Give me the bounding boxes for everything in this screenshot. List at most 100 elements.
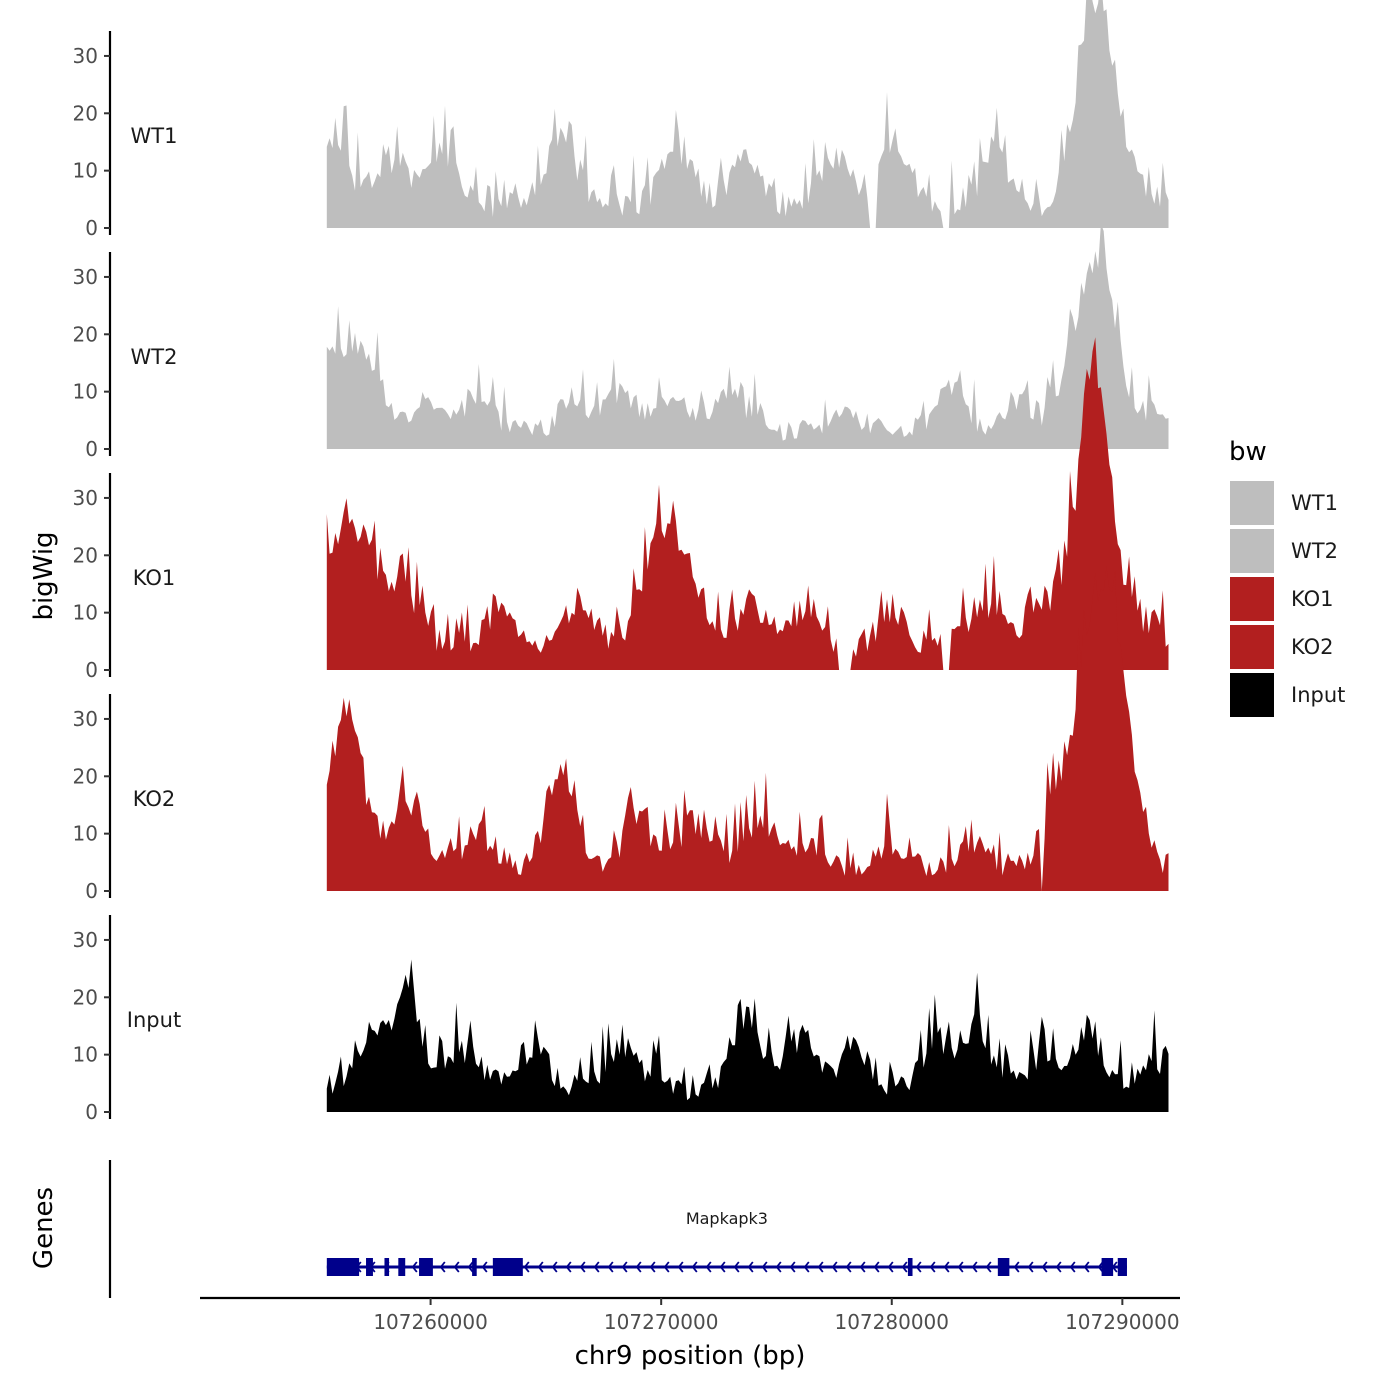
x-tick-label: 107280000	[834, 1310, 949, 1334]
gene-exon	[907, 1258, 913, 1276]
strand-arrow	[817, 1261, 824, 1273]
strand-arrow	[439, 1261, 446, 1273]
legend-label: WT1	[1291, 491, 1338, 515]
strand-arrow	[677, 1261, 684, 1273]
y-tick-label: 0	[85, 658, 98, 682]
strand-arrow	[803, 1261, 810, 1273]
strand-arrow	[607, 1261, 614, 1273]
strand-arrow	[1013, 1261, 1020, 1273]
track-label: Input	[127, 1008, 181, 1032]
strand-arrow	[845, 1261, 852, 1273]
strand-arrow	[915, 1261, 922, 1273]
signal-area-wt2	[326, 223, 1169, 449]
genes-panel: Mapkapk3	[108, 1160, 1127, 1298]
gene-exon	[1101, 1258, 1114, 1276]
x-tick-label: 107270000	[604, 1310, 719, 1334]
x-tick-label: 107290000	[1065, 1310, 1180, 1334]
strand-arrow	[691, 1261, 698, 1273]
gene-exon	[326, 1258, 360, 1276]
strand-arrow	[523, 1261, 530, 1273]
legend-label: WT2	[1291, 539, 1338, 563]
y-tick-label: 10	[73, 822, 98, 846]
strand-arrow	[705, 1261, 712, 1273]
strand-arrow	[565, 1261, 572, 1273]
y-tick-label: 20	[73, 322, 98, 346]
strand-arrow	[747, 1261, 754, 1273]
strand-arrow	[887, 1261, 894, 1273]
y-tick-label: 0	[85, 879, 98, 903]
track-input: 0 10 20 30 Input	[73, 915, 1169, 1124]
legend-key-input	[1230, 673, 1274, 717]
signal-area-ko2	[326, 566, 1169, 891]
gene-exon	[472, 1258, 477, 1276]
y-axis-title: bigWig	[29, 531, 59, 620]
strand-arrow	[957, 1261, 964, 1273]
gene-exon	[398, 1258, 406, 1276]
strand-arrow	[733, 1261, 740, 1273]
strand-arrow	[1083, 1261, 1090, 1273]
gene-exon	[492, 1258, 523, 1276]
y-tick-label: 20	[73, 764, 98, 788]
y-tick-label: 30	[73, 265, 98, 289]
strand-arrow	[467, 1261, 474, 1273]
strand-arrow	[621, 1261, 628, 1273]
strand-arrow	[901, 1261, 908, 1273]
strand-arrow	[593, 1261, 600, 1273]
y-tick-label: 30	[73, 486, 98, 510]
strand-arrow	[411, 1261, 418, 1273]
strand-arrow	[453, 1261, 460, 1273]
strand-arrow	[1027, 1261, 1034, 1273]
x-axis: 107260000 107270000 107280000 107290000	[200, 1296, 1180, 1334]
y-tick-label: 10	[73, 380, 98, 404]
gene-exon	[366, 1258, 373, 1276]
strand-arrow	[579, 1261, 586, 1273]
legend-label: KO1	[1291, 587, 1334, 611]
legend-key-wt2	[1230, 529, 1274, 573]
track-wt1: 0 10 20 30 WT1	[73, 0, 1169, 240]
bigwig-tracks: 0 10 20 30 WT1 0 10 20 30 WT2 0 10 20 30 KO1 0 10 20 30 KO2…	[73, 0, 1169, 1124]
strand-arrow	[1069, 1261, 1076, 1273]
legend-label: KO2	[1291, 635, 1334, 659]
y-tick-label: 10	[73, 601, 98, 625]
legend-label: Input	[1291, 683, 1345, 707]
y-tick-label: 30	[73, 707, 98, 731]
y-tick-label: 30	[73, 928, 98, 952]
track-label: WT1	[131, 124, 178, 148]
strand-arrow	[663, 1261, 670, 1273]
track-label: KO1	[133, 566, 176, 590]
legend-key-wt1	[1230, 481, 1274, 525]
y-tick-label: 0	[85, 216, 98, 240]
strand-arrow	[943, 1261, 950, 1273]
gene-name-label: Mapkapk3	[686, 1209, 768, 1228]
legend-title: bw	[1229, 437, 1267, 467]
x-axis-title: chr9 position (bp)	[575, 1341, 806, 1371]
strand-arrow	[481, 1261, 488, 1273]
y-tick-label: 0	[85, 1100, 98, 1124]
strand-arrow	[649, 1261, 656, 1273]
strand-arrow	[775, 1261, 782, 1273]
y-tick-label: 20	[73, 985, 98, 1009]
strand-arrow	[635, 1261, 642, 1273]
y-tick-label: 10	[73, 1043, 98, 1067]
gene-exon	[1117, 1258, 1127, 1276]
strand-arrow	[859, 1261, 866, 1273]
y-tick-label: 20	[73, 543, 98, 567]
strand-arrow	[1097, 1261, 1104, 1273]
gene-exon	[997, 1258, 1010, 1276]
strand-arrow	[537, 1261, 544, 1273]
signal-area-input	[326, 959, 1169, 1112]
strand-arrow	[971, 1261, 978, 1273]
signal-area-ko1	[326, 337, 1169, 670]
strand-arrow	[1055, 1261, 1062, 1273]
legend-key-ko1	[1230, 577, 1274, 621]
track-ko2: 0 10 20 30 KO2	[73, 566, 1169, 903]
track-label: WT2	[131, 345, 178, 369]
signal-area-wt1	[326, 0, 1169, 228]
y-tick-label: 30	[73, 44, 98, 68]
strand-arrow	[929, 1261, 936, 1273]
strand-arrow	[789, 1261, 796, 1273]
gene-exon	[419, 1258, 433, 1276]
track-label: KO2	[133, 787, 176, 811]
y-tick-label: 10	[73, 159, 98, 183]
